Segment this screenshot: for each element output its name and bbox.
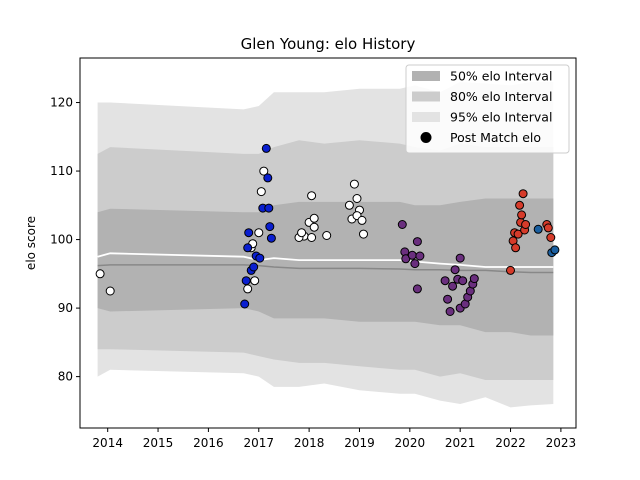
legend-label: 95% elo Interval <box>450 110 552 125</box>
data-point <box>515 200 525 210</box>
data-point <box>309 213 319 223</box>
data-point <box>450 265 460 275</box>
data-point <box>410 259 420 269</box>
y-tick-label: 110 <box>50 164 73 178</box>
x-tick-label: 2014 <box>92 436 123 450</box>
legend: 50% elo Interval 80% elo Interval 95% elo … <box>405 64 570 154</box>
chart-title: Glen Young: elo History <box>241 35 416 53</box>
data-point <box>533 224 543 234</box>
data-point <box>359 229 368 239</box>
x-tick-label: 2020 <box>395 436 426 450</box>
band-50 <box>97 198 554 336</box>
mean-line <box>97 252 554 268</box>
data-point <box>412 237 422 247</box>
data-point <box>550 245 560 255</box>
data-point <box>445 307 455 316</box>
data-point <box>506 265 515 275</box>
data-point <box>307 191 317 201</box>
legend-label: Post Match elo <box>450 130 541 145</box>
data-point <box>263 173 273 183</box>
data-point <box>265 222 275 232</box>
data-point <box>240 299 250 309</box>
data-point <box>440 276 450 286</box>
data-point <box>521 220 531 229</box>
data-point <box>266 233 276 243</box>
legend-label: 50% elo Interval <box>450 69 552 84</box>
data-point <box>322 231 332 240</box>
post-match-points <box>95 143 560 316</box>
data-point <box>397 220 407 229</box>
data-point <box>455 253 465 263</box>
legend-band-swatch <box>412 112 440 122</box>
data-point <box>546 233 556 242</box>
data-point <box>249 262 259 272</box>
data-point <box>443 294 453 304</box>
data-point <box>254 228 264 238</box>
x-tick-label: 2016 <box>193 436 224 450</box>
axes-frame <box>79 57 577 429</box>
data-point <box>105 286 115 296</box>
y-axis-ticks: 80 90 100 110 120 <box>50 96 80 384</box>
x-tick-label: 2015 <box>143 436 174 450</box>
data-point <box>250 276 260 286</box>
data-point <box>513 229 523 239</box>
y-tick-label: 80 <box>58 370 73 384</box>
data-point <box>349 179 359 189</box>
data-point <box>243 243 253 253</box>
x-tick-label: 2022 <box>495 436 526 450</box>
data-point <box>241 276 251 286</box>
data-point <box>259 166 269 176</box>
y-tick-label: 90 <box>58 301 73 315</box>
legend-box <box>405 64 570 154</box>
x-tick-label: 2018 <box>294 436 325 450</box>
data-point <box>357 215 367 225</box>
data-point <box>469 274 479 284</box>
data-point <box>518 189 528 199</box>
data-point <box>256 187 266 197</box>
x-tick-label: 2019 <box>344 436 375 450</box>
x-axis-ticks: 2014 2015 2016 2017 2018 2019 2020 2021 2022 2023 <box>92 428 576 450</box>
data-point <box>344 200 354 210</box>
data-point <box>264 203 274 213</box>
data-point <box>511 243 521 253</box>
data-point <box>95 269 105 279</box>
data-point <box>543 223 553 233</box>
y-tick-label: 100 <box>50 233 73 247</box>
data-point <box>448 281 458 291</box>
data-point <box>352 194 362 203</box>
x-tick-label: 2017 <box>243 436 274 450</box>
data-point <box>407 250 417 260</box>
y-tick-label: 120 <box>50 96 73 110</box>
data-point <box>517 210 527 220</box>
data-point <box>458 276 468 286</box>
x-tick-label: 2023 <box>546 436 577 450</box>
legend-band-swatch <box>412 91 440 102</box>
legend-band-swatch <box>412 71 440 81</box>
data-point <box>244 228 254 238</box>
y-axis-label: elo score <box>24 216 38 270</box>
data-point <box>255 253 265 263</box>
data-point <box>307 233 317 242</box>
x-tick-label: 2021 <box>445 436 476 450</box>
data-point <box>412 284 422 294</box>
data-point <box>243 284 253 294</box>
data-point <box>261 143 271 153</box>
legend-label: 80% elo Interval <box>450 89 552 104</box>
data-point <box>309 222 319 232</box>
data-point <box>415 251 425 261</box>
data-point <box>297 228 307 238</box>
legend-marker-swatch <box>420 132 432 143</box>
